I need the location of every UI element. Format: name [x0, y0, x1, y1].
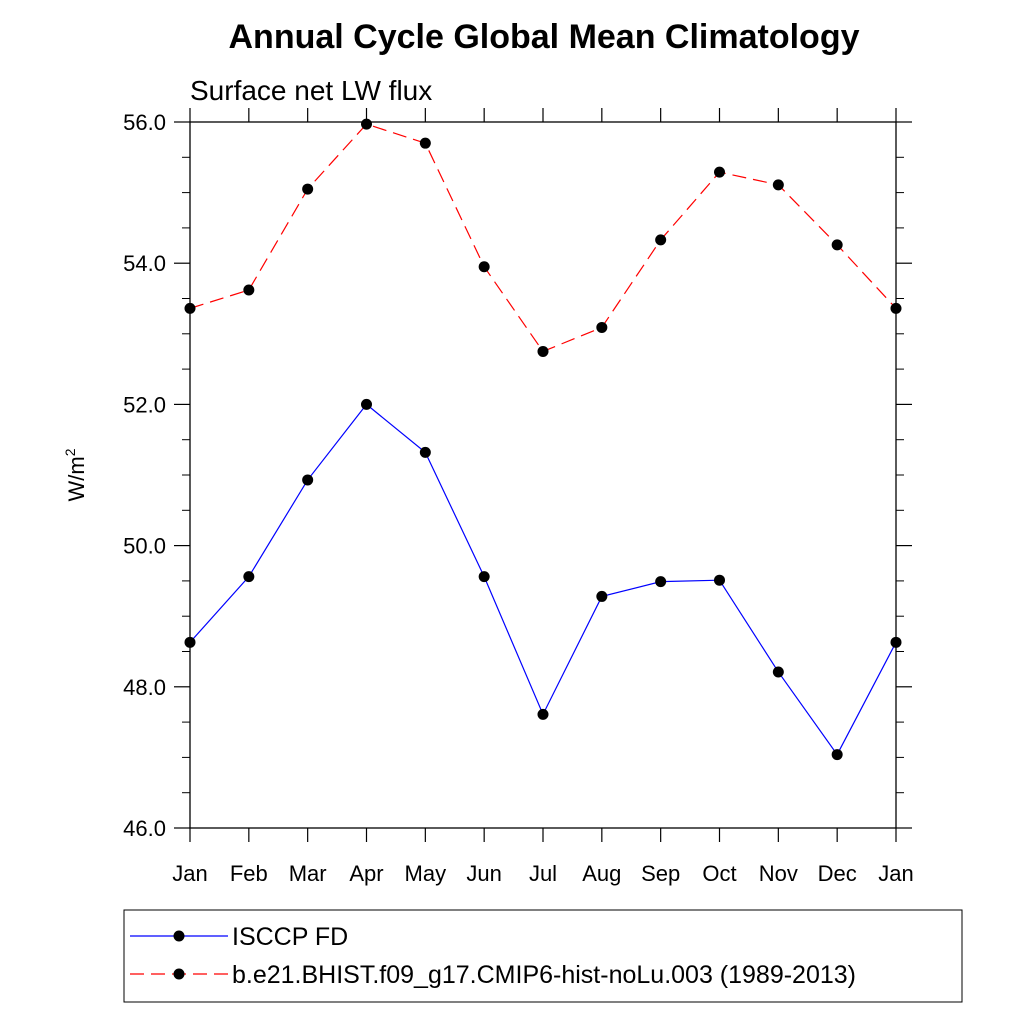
data-point [890, 302, 902, 314]
x-tick-label: Oct [702, 861, 736, 886]
data-point [596, 590, 608, 602]
legend-label: b.e21.BHIST.f09_g17.CMIP6-hist-noLu.003 … [232, 961, 856, 989]
data-point [714, 166, 725, 178]
y-tick-label: 50.0 [123, 534, 166, 559]
legend-box [123, 909, 963, 1003]
y-tick-label: 52.0 [123, 392, 166, 417]
data-point [537, 345, 549, 357]
data-point [184, 636, 196, 648]
chart-title: Annual Cycle Global Mean Climatology [229, 18, 860, 56]
data-point [831, 749, 843, 761]
x-tick-label: Nov [759, 861, 798, 886]
x-tick-label: Feb [230, 861, 268, 886]
series-line [189, 403, 897, 756]
legend-entry-2: b.e21.BHIST.f09_g17.CMIP6-hist-noLu.003 … [130, 961, 856, 989]
data-point [302, 183, 314, 195]
x-tick-label: Dec [818, 861, 857, 886]
series-line [189, 123, 897, 353]
svg-text:W/m2: W/m2 [62, 448, 89, 501]
data-point [655, 234, 667, 246]
chart-subtitle: Surface net LW flux [190, 75, 432, 106]
data-point [596, 321, 608, 333]
data-point [419, 137, 431, 149]
legend-marker [173, 930, 185, 942]
data-point [831, 239, 843, 251]
legend-label: ISCCP FD [232, 923, 348, 951]
plot-series [184, 118, 902, 761]
x-tick-label: May [405, 861, 447, 886]
data-point [243, 571, 255, 583]
series-2 [184, 118, 902, 357]
x-tick-label: Jan [172, 861, 207, 886]
y-tick-label: 56.0 [123, 110, 166, 135]
x-tick-label: Jul [529, 861, 557, 886]
x-tick-label: Mar [289, 861, 327, 886]
y-tick-label: 46.0 [123, 816, 166, 841]
data-point [184, 302, 196, 314]
data-point [478, 261, 490, 273]
x-tick-label: Sep [641, 861, 680, 886]
x-tick-label: Apr [349, 861, 383, 886]
y-axis-label: W/m2 [62, 448, 89, 501]
legend: ISCCP FD b.e21.BHIST.f09_g17.CMIP6-hist-n… [130, 923, 856, 989]
data-point [361, 118, 372, 130]
x-tick-label: Jun [466, 861, 501, 886]
series-1 [184, 398, 902, 761]
data-point [772, 666, 784, 678]
y-axis-label-superscript: 2 [62, 448, 78, 456]
legend-marker [173, 968, 185, 980]
data-point [419, 446, 431, 458]
legend-entry-1: ISCCP FD [130, 923, 348, 951]
y-axis-label-text: W/m [64, 456, 89, 501]
y-tick-label: 54.0 [123, 251, 166, 276]
data-point [302, 474, 314, 486]
data-point [537, 708, 549, 720]
data-point [478, 571, 490, 583]
data-point [361, 398, 372, 410]
plot-axes: 46.0 48.0 50.0 52.0 54.0 56.0 Jan Feb Mar Apr May J… [123, 108, 914, 886]
y-tick-label: 48.0 [123, 675, 166, 700]
data-point [772, 179, 784, 191]
data-point [890, 636, 902, 648]
x-tick-label: Jan [878, 861, 913, 886]
plot-frame [189, 121, 897, 829]
x-tick-label: Aug [582, 861, 621, 886]
data-point [243, 284, 255, 296]
data-point [655, 576, 667, 588]
data-point [714, 574, 725, 586]
